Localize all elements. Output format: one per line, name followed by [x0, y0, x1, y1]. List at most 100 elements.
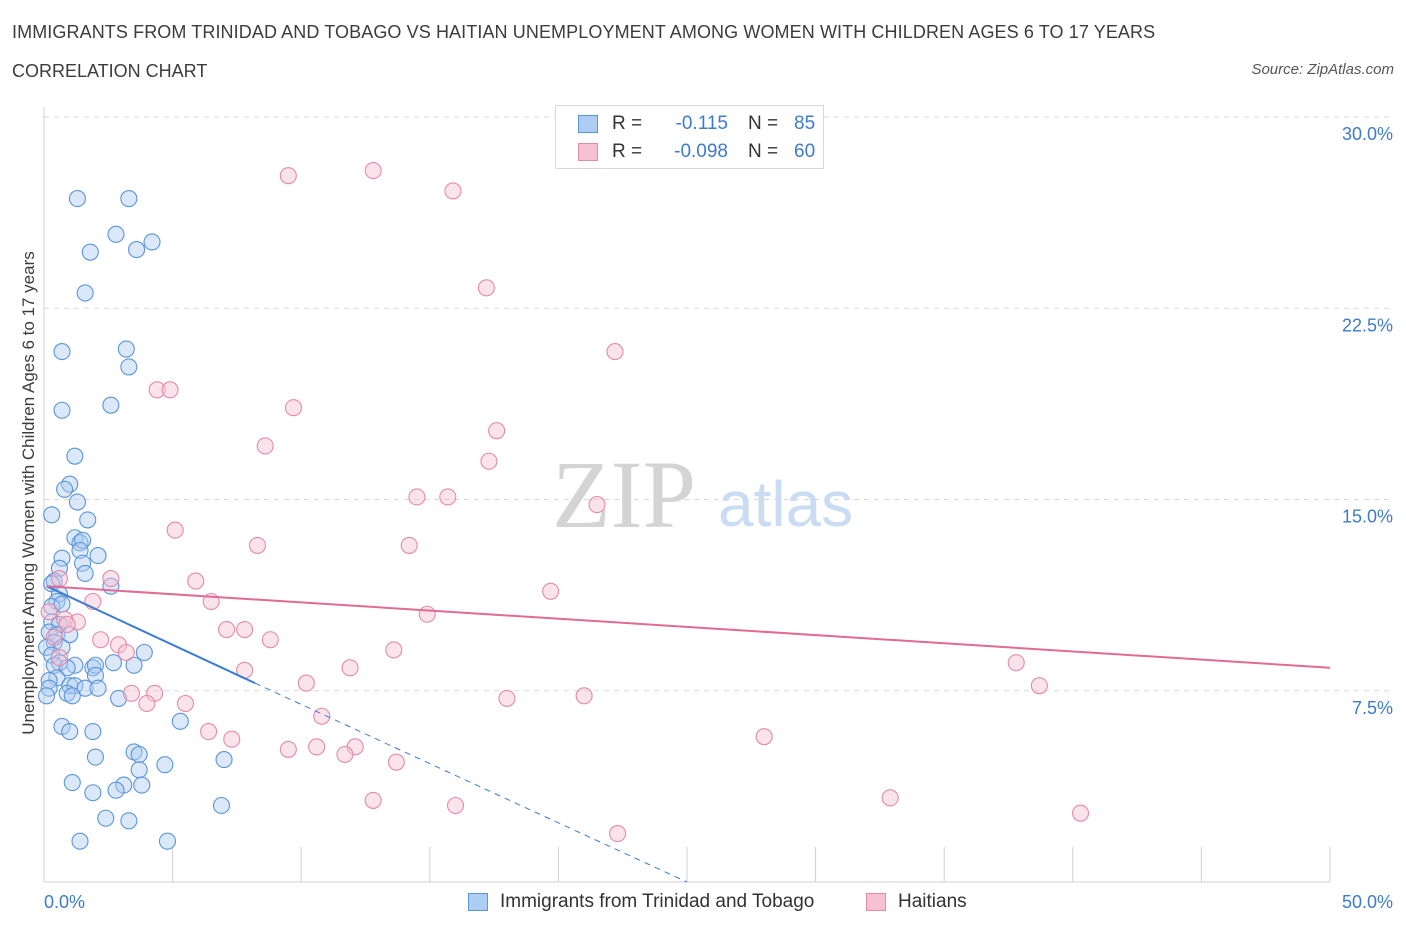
data-point: [1071, 804, 1090, 822]
y-tick-labels: 7.5% 15.0% 22.5% 30.0%: [1342, 124, 1393, 718]
data-point: [236, 620, 254, 639]
data-point: [61, 722, 79, 741]
data-point: [400, 536, 418, 554]
data-point: [128, 241, 146, 259]
data-point: [53, 343, 71, 361]
x-tick-labels: 0.0% 50.0%: [44, 892, 1393, 912]
data-point: [130, 761, 148, 779]
data-point: [120, 190, 138, 208]
data-point: [336, 745, 354, 764]
data-point: [53, 401, 71, 419]
data-point: [89, 679, 107, 697]
data-point: [43, 598, 61, 616]
chart-subtitle: CORRELATION CHART: [12, 61, 208, 81]
trend-line-haitians: [46, 585, 1331, 669]
data-point: [40, 603, 58, 621]
data-point: [66, 447, 84, 465]
data-point: [76, 284, 94, 302]
n-label: N =: [748, 113, 779, 134]
data-point: [74, 554, 92, 572]
data-point: [161, 381, 179, 399]
r-label: R =: [612, 141, 643, 162]
data-point: [308, 738, 326, 756]
data-point: [56, 480, 74, 498]
data-point: [86, 748, 104, 766]
data-point: [609, 824, 627, 843]
data-point: [138, 694, 156, 713]
r-value: -0.098: [674, 141, 728, 162]
data-point: [43, 506, 61, 524]
data-point: [122, 684, 140, 702]
data-point: [248, 536, 267, 554]
data-point: [79, 511, 97, 529]
stats-legend: R = -0.115 N = 85 R = -0.098 N = 60: [555, 105, 824, 169]
data-point: [104, 654, 122, 672]
data-point: [606, 343, 624, 361]
pink-swatch-icon: [578, 143, 598, 161]
data-point: [1007, 654, 1025, 672]
n-value: 60: [794, 141, 816, 162]
data-point: [81, 243, 99, 261]
data-point: [76, 679, 94, 697]
data-point: [68, 493, 86, 511]
data-point: [107, 225, 125, 243]
data-point: [117, 340, 135, 358]
trend-lines: [46, 585, 1331, 883]
data-point: [408, 488, 426, 506]
n-value: 85: [794, 113, 816, 134]
data-point: [84, 722, 102, 741]
data-point: [148, 381, 166, 399]
data-point: [477, 279, 495, 297]
legend-label-trinidad: Immigrants from Trinidad and Tobago: [500, 891, 815, 912]
data-point: [341, 659, 359, 677]
data-point: [176, 694, 195, 713]
data-point: [223, 730, 241, 748]
data-point: [284, 399, 303, 417]
data-point: [86, 656, 104, 674]
data-point: [63, 687, 81, 705]
legend-item-haitians: Haitians: [866, 889, 967, 915]
y-axis-label: Unemployment Among Women with Children A…: [19, 251, 38, 735]
y-tick-label: 15.0%: [1342, 507, 1393, 527]
data-point: [387, 753, 405, 771]
data-point: [71, 832, 89, 850]
data-point: [215, 751, 233, 769]
watermark-zip: ZIP: [552, 441, 696, 548]
data-point: [61, 475, 79, 493]
data-point: [755, 728, 773, 746]
data-point: [50, 559, 68, 577]
data-point: [439, 488, 457, 506]
data-point: [58, 615, 76, 634]
data-point: [107, 781, 125, 799]
watermark-atlas: atlas: [718, 468, 853, 540]
data-point: [212, 796, 231, 815]
legend-item-trinidad: Immigrants from Trinidad and Tobago: [468, 889, 814, 915]
n-label: N =: [748, 141, 779, 162]
x-tick-label: 50.0%: [1342, 892, 1393, 912]
data-point: [200, 722, 218, 741]
r-label: R =: [612, 113, 643, 134]
trend-line-trinidad: [46, 585, 256, 685]
data-point: [364, 791, 382, 809]
legend-row-trinidad: R = -0.115 N = 85: [578, 112, 815, 136]
data-point: [158, 832, 177, 850]
data-point: [130, 745, 148, 764]
y-tick-label: 7.5%: [1352, 698, 1393, 718]
data-point: [92, 631, 110, 649]
data-point: [156, 756, 174, 774]
data-point: [120, 812, 138, 830]
data-point: [418, 605, 436, 623]
data-point: [68, 190, 86, 208]
data-point: [84, 784, 102, 802]
trend-line-trinidad-extension: [254, 682, 688, 883]
data-point: [50, 569, 68, 588]
data-point: [498, 689, 516, 707]
blue-swatch-icon: [468, 893, 488, 911]
data-point: [53, 549, 71, 567]
data-point: [364, 162, 382, 180]
y-tick-label: 22.5%: [1342, 315, 1393, 335]
chart-title: IMMIGRANTS FROM TRINIDAD AND TOBAGO VS H…: [12, 22, 1156, 42]
data-point: [76, 564, 94, 583]
data-point: [256, 437, 274, 455]
